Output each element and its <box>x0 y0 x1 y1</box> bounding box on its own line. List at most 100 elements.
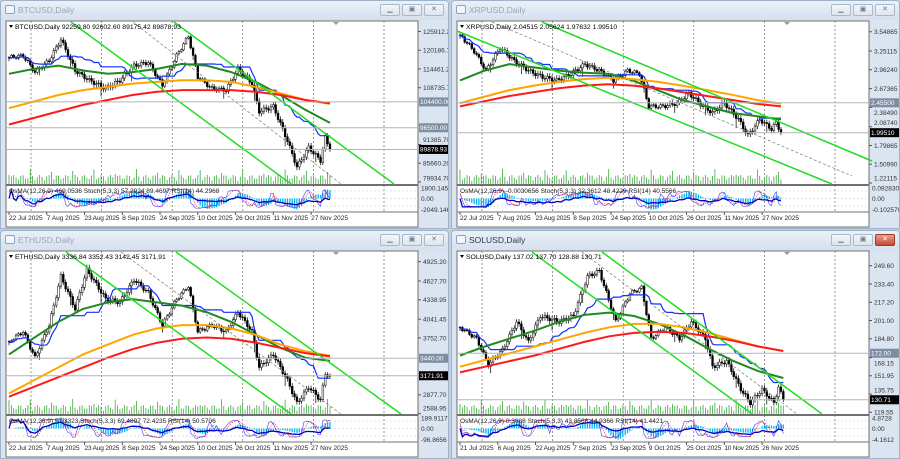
chart-window-ethusd[interactable]: ETHUSD,Daily ▁ ▣ ✕ 3440.00 3171.91 4925.20 4627… <box>0 230 449 459</box>
candle <box>628 292 632 302</box>
candle-body <box>92 80 96 85</box>
collapse-triangle-icon <box>460 25 464 28</box>
chart-window-btcusd[interactable]: BTCUSD,Daily ▁ ▣ ✕ 104400.00 96500.00 89878.93… <box>0 0 449 229</box>
close-button[interactable]: ✕ <box>424 4 444 16</box>
candle <box>602 277 606 289</box>
candle <box>458 325 462 332</box>
price-level-label: 3440.00 <box>420 356 444 363</box>
restore-button[interactable]: ▣ <box>853 4 873 16</box>
candle <box>97 279 100 293</box>
candle-body <box>633 70 636 74</box>
price-tick-label: 120186.70 <box>423 48 449 55</box>
date-label: 22 Jul 2025 <box>9 215 43 222</box>
candle <box>654 333 658 341</box>
oscillator-tick-label: 0.00 <box>421 426 434 433</box>
candle-body <box>130 281 133 287</box>
candle <box>777 384 780 400</box>
candle-body <box>482 349 485 353</box>
close-button[interactable]: ✕ <box>875 234 895 246</box>
title-bar[interactable]: SOLUSD,Daily ▁ ▣ ✕ <box>452 231 899 250</box>
minimize-button[interactable]: ▁ <box>380 4 400 16</box>
candle <box>95 80 98 88</box>
candle <box>36 350 39 359</box>
candle-body <box>548 317 551 322</box>
candle-body <box>555 78 558 81</box>
candle <box>180 291 183 300</box>
candle <box>31 62 34 73</box>
date-label: 7 Aug 2025 <box>498 215 531 222</box>
candle-body <box>132 63 136 68</box>
candle <box>262 360 266 367</box>
candle <box>26 58 30 63</box>
candle-body <box>149 290 152 299</box>
candle <box>241 314 244 321</box>
oscillator-header: OsMA(12,26,9) 57.3323 Stoch(5,3,3) 69.48… <box>9 418 216 425</box>
candle-body <box>775 121 778 125</box>
candle-body <box>99 289 103 294</box>
minimize-button[interactable]: ▁ <box>831 234 851 246</box>
candle <box>90 270 93 283</box>
candle <box>581 60 584 77</box>
candle <box>149 288 152 302</box>
candle-body <box>772 398 776 403</box>
minimize-button[interactable]: ▁ <box>380 234 400 246</box>
chart-shift-marker-icon <box>333 252 339 255</box>
candle-body <box>753 395 757 401</box>
candle-body <box>690 92 693 98</box>
restore-button[interactable]: ▣ <box>402 4 422 16</box>
chart-window-solusd[interactable]: SOLUSD,Daily ▁ ▣ ✕ 172.00 130.71 249.60 233.40 2… <box>451 230 900 459</box>
window-controls: ▁ ▣ ✕ <box>831 234 895 246</box>
candle-body <box>19 333 22 336</box>
candle-body <box>562 76 565 81</box>
candle <box>286 133 289 145</box>
candle-body <box>638 288 641 293</box>
candle <box>97 79 100 87</box>
candle <box>29 339 32 352</box>
candle-body <box>675 333 679 336</box>
candle-body <box>85 78 89 80</box>
candle <box>321 382 325 403</box>
candle <box>508 52 511 61</box>
candle-body <box>281 366 284 374</box>
price-tick-label: 125912.20 <box>423 29 449 36</box>
title-bar[interactable]: BTCUSD,Daily ▁ ▣ ✕ <box>1 1 448 20</box>
close-button[interactable]: ✕ <box>424 234 444 246</box>
candle-body <box>71 296 74 306</box>
candle-body <box>149 62 152 65</box>
candle-body <box>652 337 655 339</box>
price-tick-label: 119.55 <box>874 410 894 417</box>
candle <box>534 70 537 79</box>
candle <box>713 362 717 371</box>
window-controls: ▁ ▣ ✕ <box>831 4 895 16</box>
candle <box>763 119 766 127</box>
current-price-label: 1.99510 <box>871 130 895 137</box>
collapse-triangle-icon <box>9 255 13 258</box>
candle-body <box>142 62 145 64</box>
candle <box>118 77 122 86</box>
candle-body <box>574 69 577 71</box>
candle-body <box>624 301 627 307</box>
price-level-box <box>419 97 448 107</box>
candle-body <box>470 43 473 49</box>
candle <box>295 159 299 171</box>
candle-body <box>527 70 530 72</box>
chart-window-xrpusd[interactable]: XRPUSD,Daily ▁ ▣ ✕ 2.45500 1.99510 3.54865 3.25… <box>451 0 900 229</box>
restore-button[interactable]: ▣ <box>402 234 422 246</box>
date-label: 10 Nov 2025 <box>724 445 759 452</box>
minimize-button[interactable]: ▁ <box>831 4 851 16</box>
title-bar[interactable]: ETHUSD,Daily ▁ ▣ ✕ <box>1 231 448 250</box>
candle-body <box>90 78 93 82</box>
candle-body <box>187 287 190 291</box>
candle <box>62 271 65 286</box>
date-label: 23 Sep 2025 <box>611 445 646 452</box>
candle-body <box>248 326 251 330</box>
candle-body <box>550 318 554 322</box>
close-button[interactable]: ✕ <box>875 4 895 16</box>
title-bar[interactable]: XRPUSD,Daily ▁ ▣ ✕ <box>452 1 899 20</box>
restore-button[interactable]: ▣ <box>853 234 873 246</box>
candle <box>64 39 67 53</box>
candle <box>723 359 726 368</box>
candle <box>468 41 471 46</box>
stochastic-main-line <box>459 189 782 209</box>
candle <box>180 48 183 54</box>
